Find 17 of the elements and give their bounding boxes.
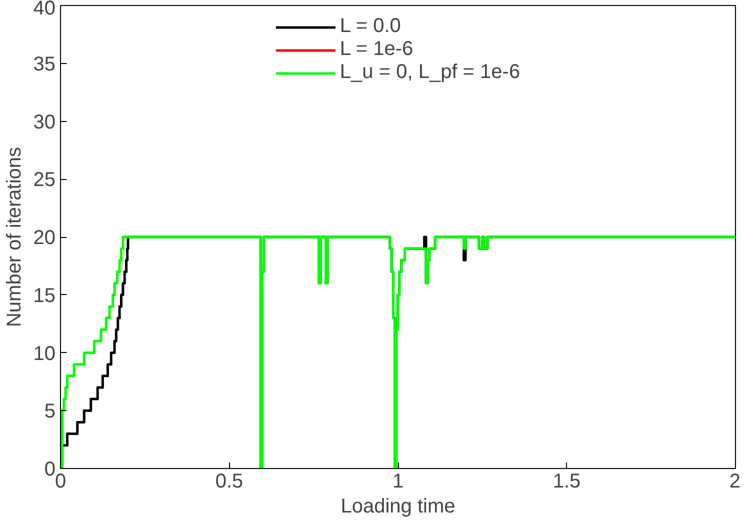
y-tick-label: 40 <box>33 0 56 20</box>
x-axis-title: Loading time <box>340 496 456 518</box>
x-tick-label: 0.5 <box>215 470 244 492</box>
y-tick-label: 30 <box>33 111 56 134</box>
y-tick-label: 35 <box>33 53 56 76</box>
x-tick-label: 2 <box>729 470 740 492</box>
y-tick-label: 20 <box>33 227 56 249</box>
y-tick-label: 25 <box>33 169 56 192</box>
legend-label: L_u = 0, L_pf = 1e-6 <box>340 61 520 84</box>
y-tick-label: 5 <box>44 400 56 423</box>
y-tick-label: 15 <box>33 284 56 307</box>
legend-label: L = 1e-6 <box>340 38 414 61</box>
y-tick-label: 10 <box>33 342 56 365</box>
legend-label: L = 0.0 <box>340 15 401 38</box>
y-axis-title: Number of iterations <box>3 146 26 328</box>
x-tick-label: 1 <box>392 470 404 492</box>
x-tick-label: 1.5 <box>552 470 581 492</box>
